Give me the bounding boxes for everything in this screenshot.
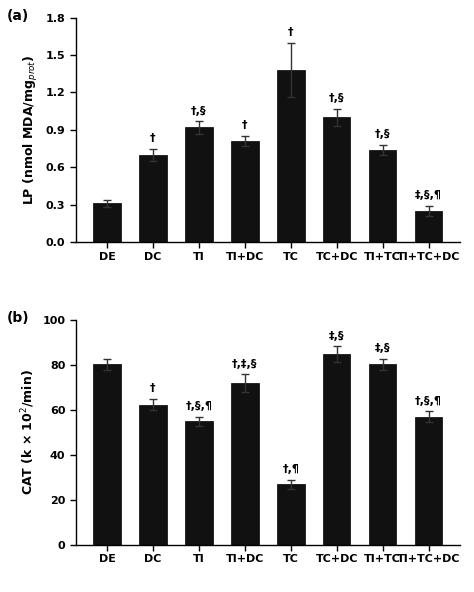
Bar [415, 417, 442, 545]
Bar [185, 422, 213, 545]
Bar [323, 117, 350, 242]
Y-axis label: CAT (k × 10$^{2}$/min): CAT (k × 10$^{2}$/min) [19, 369, 37, 496]
Text: †,§: †,§ [191, 105, 207, 115]
Text: †: † [242, 121, 247, 130]
Bar [139, 155, 167, 242]
Text: ‡,§: ‡,§ [375, 343, 391, 353]
Bar [231, 141, 259, 242]
Text: †: † [150, 133, 156, 143]
Text: †,§: †,§ [329, 93, 345, 103]
Text: (a): (a) [7, 9, 29, 22]
Bar [185, 127, 213, 242]
Text: †,§: †,§ [375, 129, 391, 139]
Bar [369, 150, 396, 242]
Bar [93, 364, 121, 545]
Bar [277, 484, 305, 545]
Text: †,§,¶: †,§,¶ [415, 395, 442, 406]
Text: ‡,§,¶: ‡,§,¶ [415, 190, 442, 200]
Bar [139, 404, 167, 545]
Text: †,§,¶: †,§,¶ [185, 401, 212, 411]
Text: ‡,§: ‡,§ [329, 330, 345, 340]
Text: (b): (b) [7, 311, 29, 326]
Bar [93, 203, 121, 242]
Y-axis label: LP (nmol MDA/mg$_{prot}$): LP (nmol MDA/mg$_{prot}$) [22, 54, 40, 205]
Text: †,¶: †,¶ [283, 464, 299, 474]
Bar [323, 354, 350, 545]
Bar [415, 211, 442, 242]
Text: †,‡,§: †,‡,§ [232, 359, 257, 369]
Text: †: † [150, 383, 156, 393]
Bar [369, 364, 396, 545]
Bar [277, 70, 305, 242]
Bar [231, 383, 259, 545]
Text: †: † [288, 27, 293, 37]
